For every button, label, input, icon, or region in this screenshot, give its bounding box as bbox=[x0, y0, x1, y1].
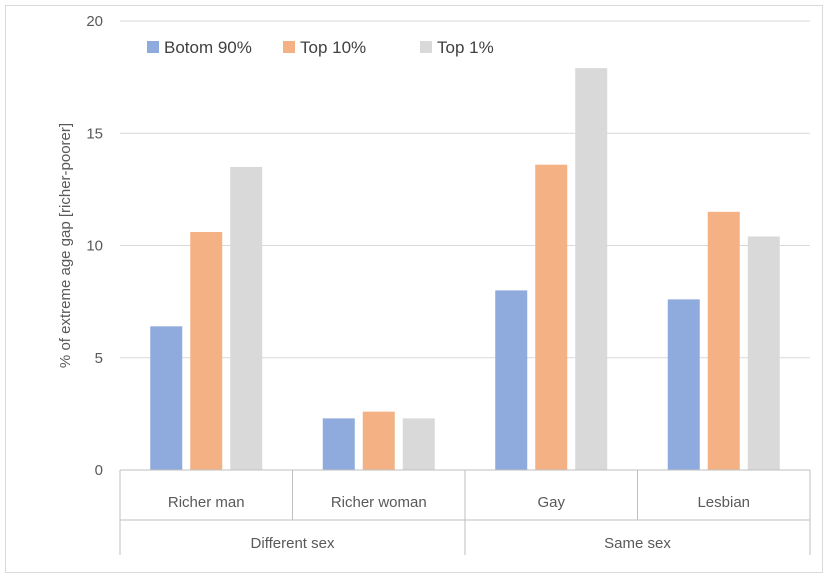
bar bbox=[230, 166, 263, 471]
y-tick-label: 0 bbox=[95, 462, 103, 479]
y-axis-label: % of extreme age gap [richer-poorer] bbox=[57, 123, 74, 368]
bar bbox=[747, 236, 780, 470]
bar bbox=[402, 418, 435, 470]
legend-swatch bbox=[283, 41, 295, 53]
y-tick-label: 5 bbox=[95, 350, 103, 367]
legend-swatch bbox=[147, 41, 159, 53]
bar bbox=[322, 418, 355, 470]
bar bbox=[535, 164, 568, 470]
bar bbox=[495, 290, 528, 470]
y-tick-label: 20 bbox=[86, 13, 103, 30]
x-group-label: Same sex bbox=[604, 535, 671, 552]
x-group-label: Different sex bbox=[251, 535, 335, 552]
bar bbox=[667, 299, 700, 470]
x-category-label: Lesbian bbox=[697, 494, 750, 511]
x-category-label: Richer woman bbox=[331, 494, 427, 511]
legend-label: Top 10% bbox=[300, 38, 366, 57]
bar bbox=[362, 411, 395, 470]
bar bbox=[575, 68, 608, 471]
legend-swatch bbox=[420, 41, 432, 53]
bar bbox=[190, 232, 223, 470]
legend-label: Botom 90% bbox=[164, 38, 252, 57]
y-tick-label: 15 bbox=[86, 125, 103, 142]
legend-label: Top 1% bbox=[437, 38, 494, 57]
bar bbox=[707, 211, 740, 470]
x-category-label: Gay bbox=[537, 494, 565, 511]
bar bbox=[150, 326, 183, 470]
chart-frame bbox=[5, 5, 823, 573]
x-category-label: Richer man bbox=[168, 494, 245, 511]
y-tick-label: 10 bbox=[86, 238, 103, 255]
